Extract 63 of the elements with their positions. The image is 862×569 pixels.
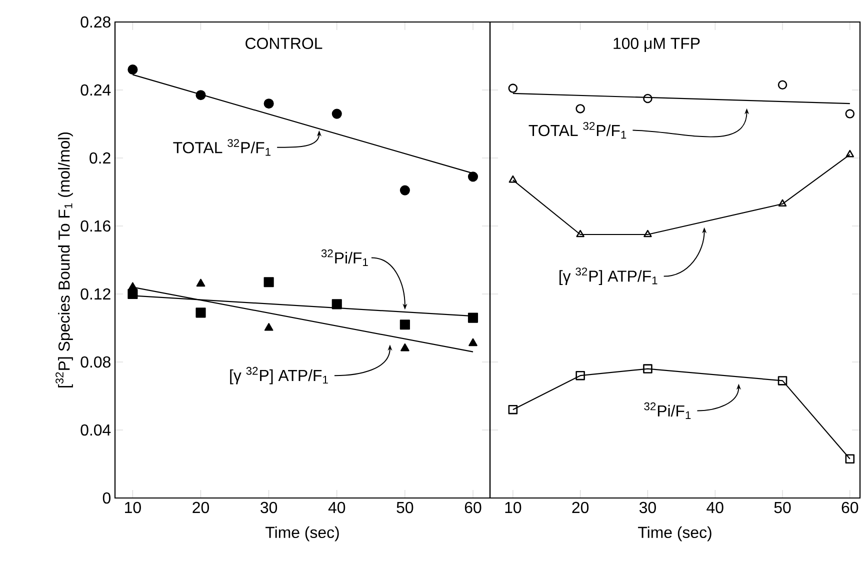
point xyxy=(643,94,652,104)
point xyxy=(264,98,274,109)
point xyxy=(846,150,854,158)
x-axis-title: Time (sec) xyxy=(638,526,712,542)
x-tick-label: 60 xyxy=(842,502,858,514)
x-axis-title: Time (sec) xyxy=(266,526,339,542)
point xyxy=(508,175,518,183)
x-tick-label: 10 xyxy=(125,502,141,514)
annotation: TOTAL $^{32}$P/F$_{1}$ xyxy=(173,139,270,156)
annotation: $^{32}$Pi/F$_{1}$ xyxy=(321,249,368,266)
point xyxy=(508,404,518,414)
y-axis-title: [$^{32}$P] Species Bound To F$_{1}$ (mol/mol) xyxy=(56,132,73,388)
point xyxy=(400,320,410,330)
annotation: 100 μM TFP xyxy=(614,38,700,52)
point xyxy=(128,288,138,300)
point xyxy=(264,277,274,288)
point xyxy=(468,172,478,182)
point xyxy=(643,364,652,374)
annotation: CONTROL xyxy=(246,38,322,50)
point xyxy=(332,299,342,310)
point xyxy=(196,90,206,100)
point xyxy=(778,80,788,90)
x-tick-label: 30 xyxy=(639,502,656,514)
y-tick-label: 0.24 xyxy=(80,84,111,96)
x-tick-label: 10 xyxy=(505,502,522,514)
y-tick-label: 0.16 xyxy=(80,220,110,232)
point xyxy=(508,84,518,93)
y-tick-label: 0.04 xyxy=(80,424,111,436)
point xyxy=(332,108,342,119)
x-tick-label: 20 xyxy=(192,502,209,514)
point xyxy=(128,282,138,290)
y-tick-label: 0.12 xyxy=(80,288,110,300)
annotation: TOTAL $^{32}$P/F$_{1}$ xyxy=(528,122,626,139)
point xyxy=(576,370,585,380)
point xyxy=(400,343,410,352)
annotation: [γ $^{32}$P] ATP/F$_{1}$ xyxy=(230,366,328,384)
x-tick-label: 50 xyxy=(396,502,414,514)
point xyxy=(778,376,788,386)
point xyxy=(468,338,478,346)
x-tick-label: 50 xyxy=(774,502,791,514)
x-tick-label: 40 xyxy=(706,502,724,514)
point xyxy=(264,322,274,331)
annotation: [γ $^{32}$P] ATP/F$_{1}$ xyxy=(560,268,658,285)
point xyxy=(845,454,855,464)
point xyxy=(196,278,206,287)
point xyxy=(468,312,478,323)
x-tick-label: 20 xyxy=(572,502,589,514)
y-tick-label: 0 xyxy=(102,492,110,504)
point xyxy=(778,199,787,207)
y-tick-label: 0.2 xyxy=(90,152,110,164)
x-tick-label: 60 xyxy=(464,502,482,514)
point xyxy=(576,230,584,238)
point xyxy=(196,308,206,318)
x-tick-label: 30 xyxy=(260,502,278,514)
point xyxy=(644,230,652,238)
annotation: $^{32}$Pi/F$_{1}$ xyxy=(644,402,691,420)
point xyxy=(400,185,410,196)
point xyxy=(128,64,138,75)
y-tick-label: 0.28 xyxy=(80,16,110,28)
x-tick-label: 40 xyxy=(328,502,346,514)
point xyxy=(576,104,585,114)
point xyxy=(845,109,855,118)
y-tick-label: 0.08 xyxy=(80,356,110,368)
